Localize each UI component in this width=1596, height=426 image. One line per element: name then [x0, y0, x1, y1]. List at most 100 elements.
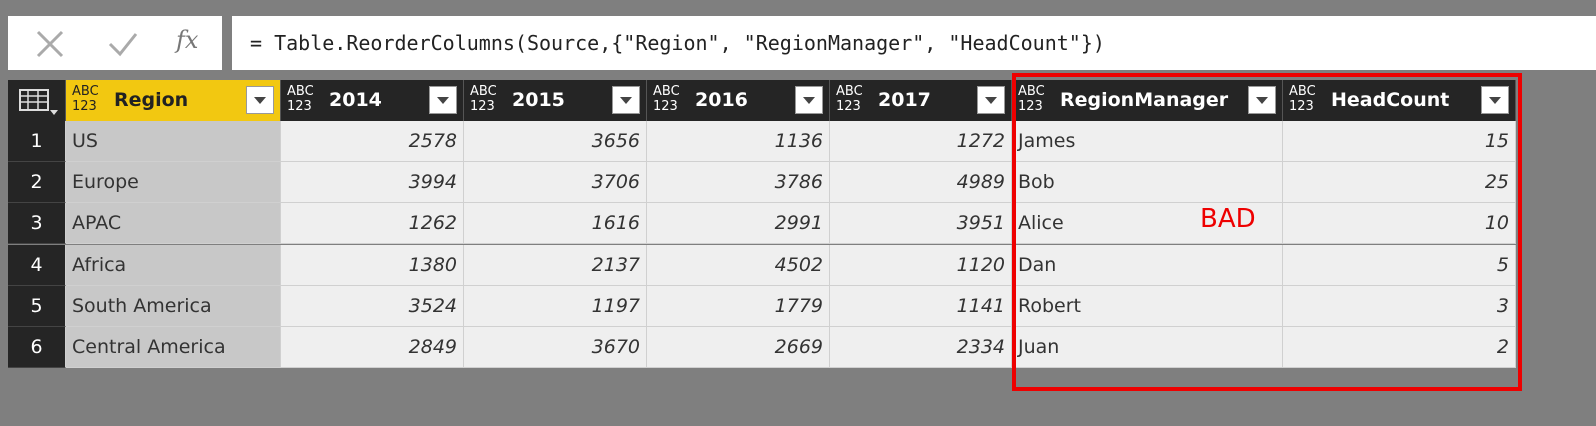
filter-dropdown[interactable] [246, 86, 274, 114]
cell: 3786 [647, 162, 830, 204]
cell: Europe [66, 162, 281, 204]
cell: 1120 [830, 244, 1012, 286]
type-icon: ABC 123 [653, 84, 680, 114]
filter-dropdown[interactable] [1248, 86, 1276, 114]
cell: Bob [1012, 162, 1283, 204]
type-icon-bottom: 123 [836, 99, 861, 114]
cell: 3706 [464, 162, 647, 204]
type-icon: ABC 123 [470, 84, 497, 114]
cell: 2669 [647, 327, 830, 368]
cell: 3524 [281, 285, 464, 327]
formula-box[interactable] [232, 16, 1596, 70]
table-menu[interactable] [8, 80, 66, 121]
type-icon: ABC 123 [836, 84, 863, 114]
column-header[interactable]: ABC 123 Region [66, 80, 281, 121]
column-header[interactable]: ABC 123 2017 [830, 80, 1012, 121]
action-icons [36, 30, 138, 58]
cell: Alice [1012, 203, 1283, 245]
type-icon-bottom: 123 [1289, 99, 1314, 114]
filter-dropdown[interactable] [795, 86, 823, 114]
cell: 2578 [281, 121, 464, 162]
cell: Central America [66, 327, 281, 368]
cell: Juan [1012, 327, 1283, 368]
cell: 1779 [647, 285, 830, 327]
type-icon-bottom: 123 [1018, 99, 1043, 114]
cell: 1136 [647, 121, 830, 162]
cell: 1272 [830, 121, 1012, 162]
fx-label[interactable]: fx [176, 26, 199, 54]
row-number: 6 [8, 327, 66, 368]
highlight-box [1012, 73, 1522, 391]
type-icon-bottom: 123 [72, 99, 97, 114]
column-name: 2016 [695, 89, 748, 111]
filter-dropdown[interactable] [429, 86, 457, 114]
type-icon-bottom: 123 [470, 99, 495, 114]
type-icon-top: ABC [836, 84, 863, 99]
column-name: Region [114, 89, 189, 111]
cell: 3670 [464, 327, 647, 368]
cell: James [1012, 121, 1283, 162]
cell: US [66, 121, 281, 162]
column-header[interactable]: ABC 123 2016 [647, 80, 830, 121]
formula-actions: fx [8, 16, 222, 70]
type-icon-top: ABC [1018, 84, 1045, 99]
type-icon: ABC 123 [72, 84, 99, 114]
cell: 3951 [830, 203, 1012, 245]
cell: 25 [1283, 162, 1516, 204]
type-icon-top: ABC [470, 84, 497, 99]
cell: 10 [1283, 203, 1516, 245]
type-icon: ABC 123 [1018, 84, 1045, 114]
cell: 15 [1283, 121, 1516, 162]
cell: South America [66, 285, 281, 327]
column-name: 2017 [878, 89, 931, 111]
type-icon: ABC 123 [1289, 84, 1316, 114]
cell: 2 [1283, 327, 1516, 368]
cell: 1262 [281, 203, 464, 245]
cell: 5 [1283, 244, 1516, 286]
column-name: 2014 [329, 89, 382, 111]
row-number: 1 [8, 121, 66, 162]
type-icon-top: ABC [653, 84, 680, 99]
cell: 2137 [464, 244, 647, 286]
type-icon-top: ABC [72, 84, 99, 99]
column-name: 2015 [512, 89, 565, 111]
cancel-icon[interactable] [36, 30, 64, 58]
row-number: 3 [8, 203, 66, 245]
row-number: 4 [8, 244, 66, 286]
type-icon: ABC 123 [287, 84, 314, 114]
column-header[interactable]: ABC 123 HeadCount [1283, 80, 1516, 121]
type-icon-bottom: 123 [287, 99, 312, 114]
column-name: RegionManager [1060, 89, 1229, 111]
cell: 2991 [647, 203, 830, 245]
cell: Dan [1012, 244, 1283, 286]
filter-dropdown[interactable] [1481, 86, 1509, 114]
filter-dropdown[interactable] [612, 86, 640, 114]
filter-dropdown[interactable] [977, 86, 1005, 114]
cell: 2849 [281, 327, 464, 368]
cell: 1197 [464, 285, 647, 327]
column-name: HeadCount [1331, 89, 1450, 111]
annotation: BAD [1200, 204, 1256, 234]
cell: 1141 [830, 285, 1012, 327]
cell: 3656 [464, 121, 647, 162]
cell: Robert [1012, 285, 1283, 327]
column-header[interactable]: ABC 123 2014 [281, 80, 464, 121]
column-header[interactable]: ABC 123 RegionManager [1012, 80, 1283, 121]
cell: 4502 [647, 244, 830, 286]
cell: 4989 [830, 162, 1012, 204]
cell: APAC [66, 203, 281, 245]
type-icon-bottom: 123 [653, 99, 678, 114]
formula-text: = Table.ReorderColumns(Source,{"Region",… [250, 31, 1105, 55]
column-header[interactable]: ABC 123 2015 [464, 80, 647, 121]
type-icon-top: ABC [1289, 84, 1316, 99]
confirm-icon[interactable] [108, 33, 138, 57]
table-icon [19, 89, 58, 115]
row-number: 2 [8, 162, 66, 204]
cell: 2334 [830, 327, 1012, 368]
cell: Africa [66, 244, 281, 286]
cell: 1380 [281, 244, 464, 286]
row-number: 5 [8, 285, 66, 327]
cell: 1616 [464, 203, 647, 245]
cell: 3994 [281, 162, 464, 204]
